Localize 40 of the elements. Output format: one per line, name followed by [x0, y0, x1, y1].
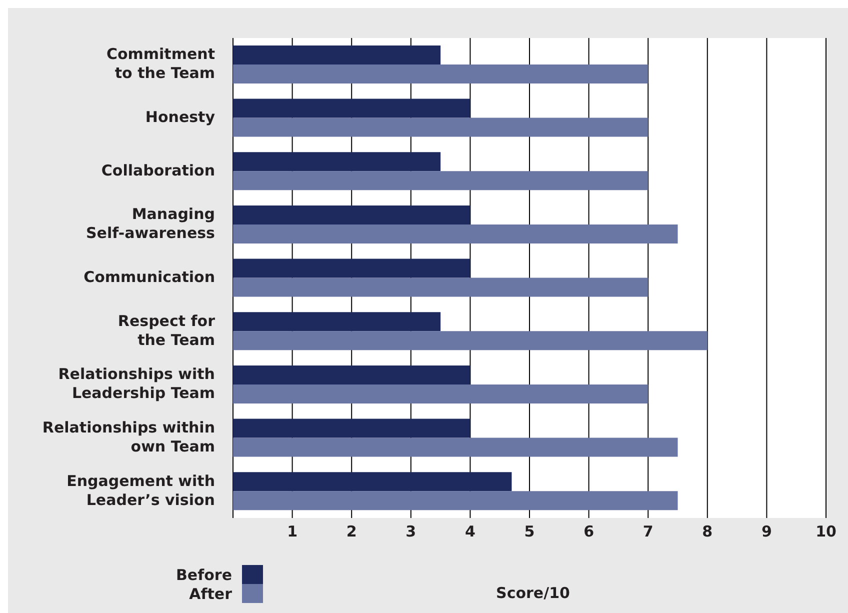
bar	[233, 98, 470, 118]
x-tick-label: 8	[702, 522, 713, 541]
bar	[233, 384, 648, 404]
bar	[233, 418, 470, 438]
x-tick-label: 1	[287, 522, 298, 541]
bar	[233, 118, 648, 137]
bar	[233, 171, 648, 190]
x-tick-label: 6	[584, 522, 594, 541]
bar	[233, 152, 441, 172]
bar	[233, 472, 512, 492]
y-tick-label: Relationships with Leadership Team	[58, 365, 215, 402]
y-tick-label: Engagement with Leader’s vision	[66, 472, 215, 509]
x-tick-label: 5	[524, 522, 535, 541]
bar	[233, 365, 470, 384]
y-tick-label: Relationships within own Team	[42, 418, 215, 456]
x-tick-label: 3	[406, 522, 416, 541]
bar	[233, 438, 678, 457]
bar	[233, 45, 441, 64]
x-tick-label: 2	[346, 522, 357, 541]
y-tick-label: Honesty	[145, 108, 216, 126]
y-tick-label: Collaboration	[101, 161, 215, 180]
y-tick-label: Commitment to the Team	[106, 45, 215, 82]
y-tick-label: Respect for the Team	[118, 312, 216, 349]
y-tick-label: Managing Self-awareness	[86, 205, 216, 242]
bar	[233, 491, 678, 510]
y-tick-label: Communication	[84, 268, 215, 286]
bar	[233, 205, 470, 224]
legend-label: Before	[176, 566, 232, 584]
bar	[233, 224, 678, 244]
x-tick-label: 10	[816, 522, 836, 541]
bar	[233, 258, 470, 278]
x-axis-title: Score/10	[495, 584, 571, 602]
legend-label: After	[189, 584, 232, 602]
bar	[233, 278, 648, 297]
x-tick-label: 7	[642, 522, 654, 541]
bar	[233, 331, 708, 350]
bar	[233, 312, 441, 332]
x-tick-label: 4	[464, 522, 476, 541]
x-tick-label: 9	[761, 522, 772, 541]
bar	[233, 64, 648, 84]
